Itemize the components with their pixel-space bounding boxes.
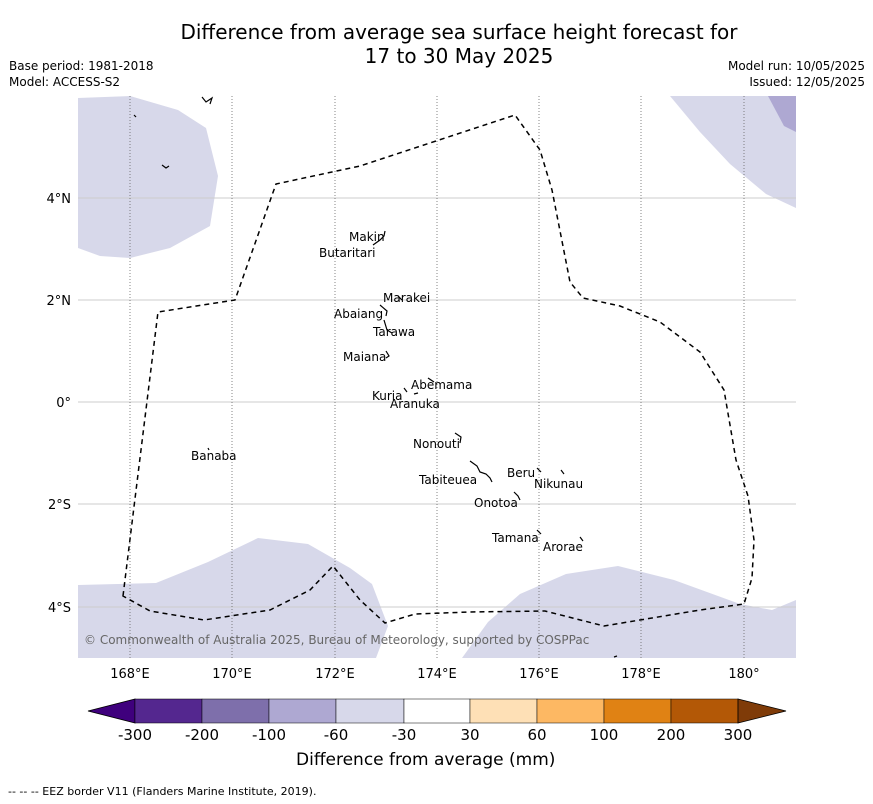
colorbar-extend-low <box>87 698 136 724</box>
colorbar-swatch <box>268 698 337 724</box>
lat-tick-4s: 4°S <box>48 601 71 616</box>
island-label-abemama: Abemama <box>411 378 472 392</box>
lon-tick-174e: 174°E <box>417 667 457 682</box>
colorbar-tick: 30 <box>460 726 479 744</box>
island-labels: Makin Butaritari Marakei Abaiang Tarawa … <box>191 230 583 554</box>
copyright-notice: © Commonwealth of Australia 2025, Bureau… <box>84 633 589 647</box>
island-shapes <box>133 96 618 658</box>
lat-tick-labels: 4°N 2°N 0° 2°S 4°S <box>47 192 72 616</box>
colorbar-swatch <box>469 698 538 724</box>
lon-tick-170e: 170°E <box>212 667 252 682</box>
island-label-nikunau: Nikunau <box>534 477 583 491</box>
colorbar-extend-high <box>737 698 787 724</box>
colorbar-tick: 60 <box>527 726 546 744</box>
lon-tick-178e: 178°E <box>621 667 661 682</box>
island-label-maiana: Maiana <box>343 350 386 364</box>
island-label-aranuka: Aranuka <box>390 397 440 411</box>
colorbar-tick: -100 <box>252 726 286 744</box>
colorbar-tick: 100 <box>590 726 619 744</box>
colorbar-tick: -300 <box>118 726 152 744</box>
colorbar-swatch <box>134 698 203 724</box>
colorbar-swatch <box>536 698 605 724</box>
island-label-marakei: Marakei <box>383 291 430 305</box>
island-label-nonouti: Nonouti <box>413 437 460 451</box>
lon-tick-180: 180° <box>728 667 759 682</box>
island-label-butaritari: Butaritari <box>319 246 376 260</box>
island-label-abaiang: Abaiang <box>334 307 383 321</box>
island-label-banaba: Banaba <box>191 449 237 463</box>
lon-tick-labels: 168°E 170°E 172°E 174°E 176°E 178°E 180° <box>110 667 759 682</box>
island-label-tarawa: Tarawa <box>372 325 415 339</box>
anomaly-region-northeast <box>670 96 796 208</box>
colorbar-swatch <box>335 698 405 724</box>
anomaly-region-northwest <box>78 96 218 258</box>
island-label-kuria: Kuria <box>372 389 403 403</box>
colorbar-swatch <box>403 698 471 724</box>
colorbar <box>87 698 787 724</box>
colorbar-tick-labels: -300 -200 -100 -60 -30 30 60 100 200 300 <box>118 726 752 744</box>
title-line-1: Difference from average sea surface heig… <box>180 20 738 44</box>
anomaly-region-southeast <box>462 566 796 658</box>
island-label-makin: Makin <box>349 230 385 244</box>
eez-legend-note: -- -- -- EEZ border V11 (Flanders Marine… <box>8 785 317 798</box>
colorbar-swatch <box>603 698 672 724</box>
colorbar-tick: 300 <box>724 726 753 744</box>
lat-tick-2s: 2°S <box>48 498 71 513</box>
colorbar-tick: 200 <box>657 726 686 744</box>
model-name: Model: ACCESS-S2 <box>9 75 121 89</box>
colorbar-title: Difference from average (mm) <box>296 750 556 770</box>
colorbar-tick: -200 <box>185 726 219 744</box>
map-panel: Makin Butaritari Marakei Abaiang Tarawa … <box>78 96 796 658</box>
lat-tick-2n: 2°N <box>47 294 72 309</box>
island-label-tamana: Tamana <box>491 531 539 545</box>
title-line-2: 17 to 30 May 2025 <box>364 44 554 68</box>
island-label-arorae: Arorae <box>543 540 583 554</box>
model-run: Model run: 10/05/2025 <box>727 59 865 73</box>
chart-title: Difference from average sea surface heig… <box>0 20 873 68</box>
island-label-tabiteuea: Tabiteuea <box>418 473 477 487</box>
issued-date: Issued: 12/05/2025 <box>749 75 865 89</box>
anomaly-region-northeast-dark <box>768 96 796 132</box>
lon-tick-172e: 172°E <box>315 667 355 682</box>
colorbar-tick: -60 <box>324 726 349 744</box>
lon-tick-176e: 176°E <box>519 667 559 682</box>
colorbar-swatch <box>670 698 739 724</box>
meta-left: Base period: 1981-2018 Model: ACCESS-S2 <box>9 58 154 90</box>
colorbar-tick: -30 <box>392 726 417 744</box>
base-period: Base period: 1981-2018 <box>9 59 154 73</box>
island-label-onotoa: Onotoa <box>474 496 518 510</box>
island-label-beru: Beru <box>507 466 535 480</box>
anomaly-region-southwest <box>78 538 388 658</box>
eez-border <box>122 114 755 627</box>
lat-tick-4n: 4°N <box>47 192 72 207</box>
meta-right: Model run: 10/05/2025 Issued: 12/05/2025 <box>728 58 865 90</box>
lon-gridlines <box>129 96 745 658</box>
lat-tick-0: 0° <box>56 396 71 411</box>
lon-tick-168e: 168°E <box>110 667 150 682</box>
colorbar-swatch <box>201 698 270 724</box>
